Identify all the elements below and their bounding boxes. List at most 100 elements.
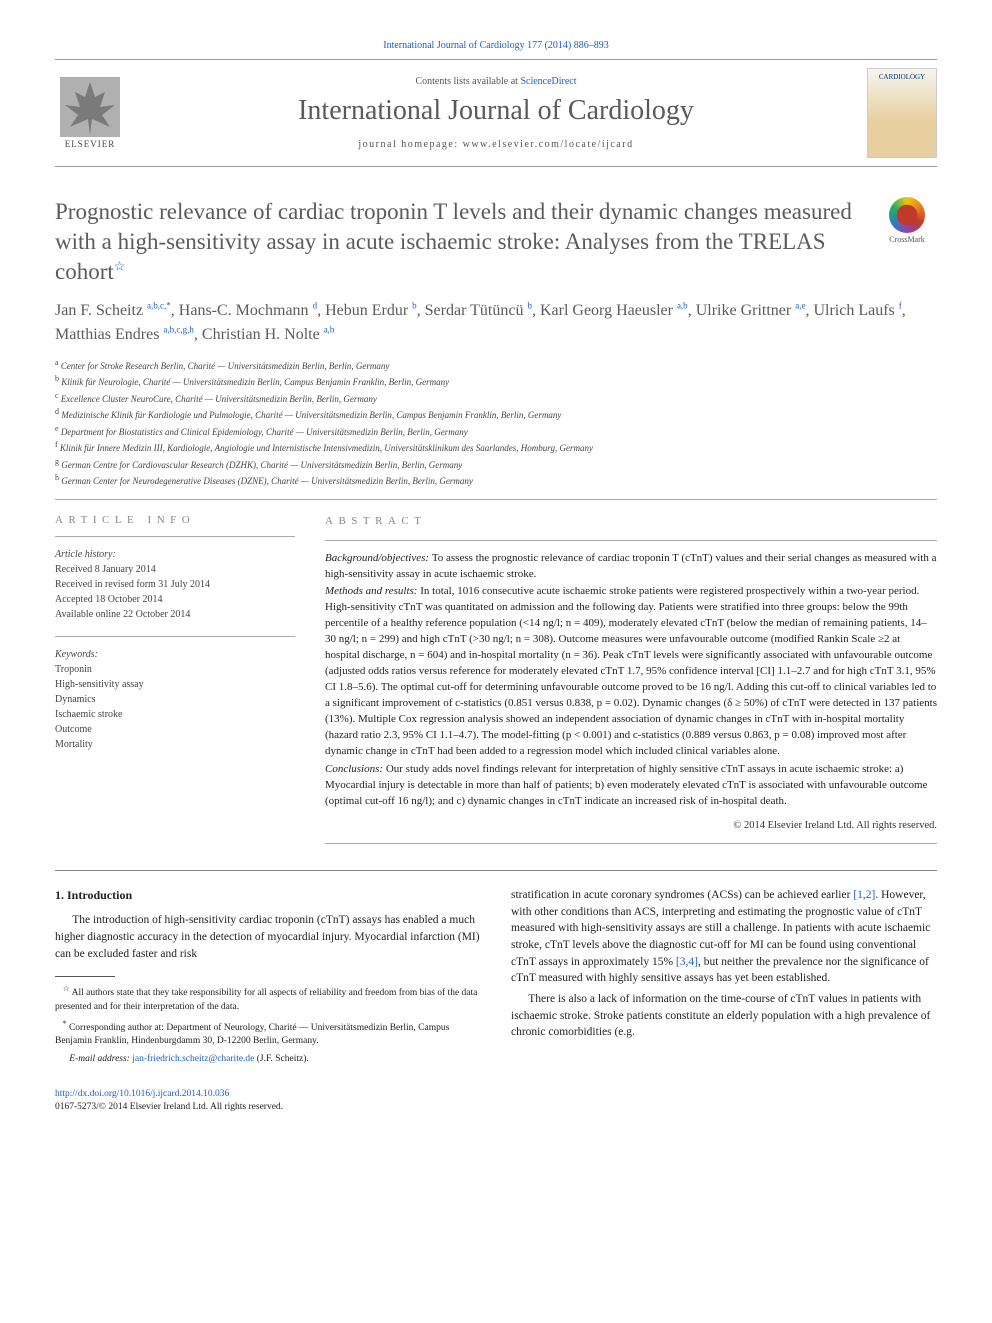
divider <box>55 499 937 500</box>
author-name: , Serdar Tütüncü <box>417 302 528 319</box>
ref-link-3-4[interactable]: [3,4] <box>676 956 698 968</box>
crossmark-widget[interactable]: CrossMark <box>877 197 937 244</box>
body-left-paragraph: The introduction of high-sensitivity car… <box>55 912 481 962</box>
author-name: , Karl Georg Haeusler <box>532 302 677 319</box>
abstract-heading: abstract <box>325 514 937 530</box>
footnote-block: ☆ All authors state that they take respo… <box>55 983 481 1066</box>
contents-line: Contents lists available at ScienceDirec… <box>125 76 867 87</box>
divider <box>325 843 937 844</box>
sciencedirect-link[interactable]: ScienceDirect <box>520 76 576 87</box>
divider <box>325 540 937 541</box>
keyword-line: High-sensitivity assay <box>55 677 295 692</box>
article-info-heading: article info <box>55 514 295 526</box>
history-line: Accepted 18 October 2014 <box>55 592 295 607</box>
affiliation-line: b Klinik für Neurologie, Charité — Unive… <box>55 373 937 390</box>
abstract-methods-text: In total, 1016 consecutive acute ischaem… <box>325 585 937 756</box>
footnote-corr-text: Corresponding author at: Department of N… <box>55 1023 449 1046</box>
author-name: , Ulrike Grittner <box>688 302 796 319</box>
email-label: E-mail address: <box>69 1054 132 1064</box>
abstract-background-label: Background/objectives: <box>325 552 432 564</box>
abstract-conclusions-text: Our study adds novel findings relevant f… <box>325 763 927 807</box>
body-left-column: 1. Introduction The introduction of high… <box>55 887 481 1070</box>
keywords-label: Keywords: <box>55 647 295 662</box>
body-right-column: stratification in acute coronary syndrom… <box>511 887 937 1070</box>
affiliation-line: d Medizinische Klinik für Kardiologie un… <box>55 406 937 423</box>
publisher-logo-block: ELSEVIER <box>55 77 125 149</box>
affiliation-text: Department for Biostatistics and Clinica… <box>59 427 468 437</box>
affiliation-line: g German Centre for Cardiovascular Resea… <box>55 456 937 473</box>
affiliation-list: a Center for Stroke Research Berlin, Cha… <box>55 357 937 489</box>
affiliation-line: f Klinik für Innere Medizin III, Kardiol… <box>55 439 937 456</box>
keyword-line: Outcome <box>55 722 295 737</box>
title-text: Prognostic relevance of cardiac troponin… <box>55 199 852 284</box>
keyword-line: Ischaemic stroke <box>55 707 295 722</box>
affiliation-line: h German Center for Neurodegenerative Di… <box>55 472 937 489</box>
article-info-column: article info Article history: Received 8… <box>55 514 295 854</box>
crossmark-icon <box>889 197 925 233</box>
affiliation-line: a Center for Stroke Research Berlin, Cha… <box>55 357 937 374</box>
email-suffix: (J.F. Scheitz). <box>254 1054 308 1064</box>
body-right-p1-prefix: stratification in acute coronary syndrom… <box>511 889 853 901</box>
keyword-line: Dynamics <box>55 692 295 707</box>
divider <box>55 536 295 537</box>
ref-link-1-2[interactable]: [1,2] <box>853 889 875 901</box>
journal-name: International Journal of Cardiology <box>125 95 867 127</box>
affiliation-line: c Excellence Cluster NeuroCure, Charité … <box>55 390 937 407</box>
abstract-column: abstract Background/objectives: To asses… <box>325 514 937 854</box>
author-name: Jan F. Scheitz <box>55 302 147 319</box>
footnote-separator <box>55 976 115 977</box>
homepage-line: journal homepage: www.elsevier.com/locat… <box>125 139 867 150</box>
keyword-line: Troponin <box>55 662 295 677</box>
divider <box>55 870 937 871</box>
cover-label: CARDIOLOGY <box>879 73 925 81</box>
citation-header: International Journal of Cardiology 177 … <box>55 40 937 51</box>
homepage-url: www.elsevier.com/locate/ijcard <box>463 139 634 150</box>
article-history-label: Article history: <box>55 547 295 562</box>
doi-link[interactable]: http://dx.doi.org/10.1016/j.ijcard.2014.… <box>55 1089 229 1099</box>
abstract-methods-label: Methods and results: <box>325 585 420 597</box>
keyword-line: Mortality <box>55 737 295 752</box>
affiliation-line: e Department for Biostatistics and Clini… <box>55 423 937 440</box>
journal-cover-thumb: CARDIOLOGY <box>867 68 937 158</box>
history-line: Received in revised form 31 July 2014 <box>55 577 295 592</box>
affiliation-text: Klinik für Neurologie, Charité — Univers… <box>59 377 449 387</box>
title-footnote-star: ☆ <box>114 258 126 273</box>
author-list: Jan F. Scheitz a,b,c,*, Hans-C. Mochmann… <box>55 299 937 347</box>
affiliation-text: Center for Stroke Research Berlin, Chari… <box>59 361 390 371</box>
author-affil-sup: a,b,c,g,h <box>163 324 194 334</box>
publisher-label: ELSEVIER <box>65 139 116 149</box>
section-number: 1. <box>55 888 64 902</box>
author-affil-sup: a,b,c,* <box>147 300 171 310</box>
author-affil-sup: a,b <box>677 300 688 310</box>
author-affil-sup: a,e <box>795 300 805 310</box>
author-name: , Ulrich Laufs <box>805 302 898 319</box>
footnote-star: ☆ <box>63 984 70 993</box>
affiliation-text: Medizinische Klinik für Kardiologie und … <box>59 410 561 420</box>
author-name: , Hans-C. Mochmann <box>171 302 313 319</box>
author-name: , Hebun Erdur <box>317 302 412 319</box>
author-name: , Christian H. Nolte <box>194 326 324 343</box>
history-line: Available online 22 October 2014 <box>55 607 295 622</box>
affiliation-text: German Center for Neurodegenerative Dise… <box>59 476 473 486</box>
history-line: Received 8 January 2014 <box>55 562 295 577</box>
abstract-copyright: © 2014 Elsevier Ireland Ltd. All rights … <box>325 818 937 833</box>
elsevier-tree-icon <box>60 77 120 137</box>
affiliation-text: Excellence Cluster NeuroCure, Charité — … <box>59 394 377 404</box>
crossmark-label: CrossMark <box>877 235 937 244</box>
affiliation-text: Klinik für Innere Medizin III, Kardiolog… <box>58 443 593 453</box>
citation-link[interactable]: International Journal of Cardiology 177 … <box>383 40 609 51</box>
affiliation-text: German Centre for Cardiovascular Researc… <box>59 460 462 470</box>
contents-prefix: Contents lists available at <box>415 76 520 87</box>
issn-copyright: 0167-5273/© 2014 Elsevier Ireland Ltd. A… <box>55 1101 937 1114</box>
author-affil-sup: a,b <box>324 324 335 334</box>
journal-masthead: ELSEVIER Contents lists available at Sci… <box>55 59 937 167</box>
page-footer: http://dx.doi.org/10.1016/j.ijcard.2014.… <box>55 1088 937 1115</box>
body-right-p2: There is also a lack of information on t… <box>511 991 937 1041</box>
footnote-star-text: All authors state that they take respons… <box>55 988 477 1011</box>
section-title: Introduction <box>67 888 132 902</box>
divider <box>55 636 295 637</box>
email-link[interactable]: jan-friedrich.scheitz@charite.de <box>132 1054 254 1064</box>
article-title: Prognostic relevance of cardiac troponin… <box>55 197 857 287</box>
homepage-label: journal homepage: <box>358 139 462 150</box>
abstract-conclusions-label: Conclusions: <box>325 763 386 775</box>
